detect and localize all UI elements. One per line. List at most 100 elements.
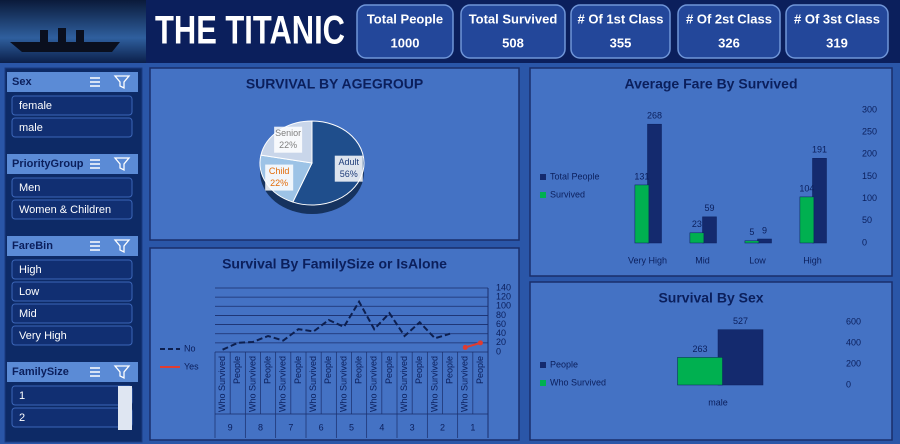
y-tick-label: 250	[862, 127, 877, 137]
kpi-label: Total Survived	[469, 11, 558, 26]
x-tick-label: People	[414, 356, 424, 384]
legend-swatch	[540, 174, 546, 180]
legend-label: No	[184, 343, 196, 353]
clear-filter-icon[interactable]	[113, 365, 131, 380]
kpi-label: # Of 3st Class	[794, 11, 880, 26]
x-tick-label: Who Survived	[338, 356, 348, 412]
bar	[702, 216, 717, 244]
dashboard-title: THE TITANIC	[155, 9, 345, 53]
slicer-item[interactable]	[11, 407, 133, 428]
legend-swatch	[540, 192, 546, 198]
line-point	[462, 344, 468, 350]
x-tick-label: Who Survived	[429, 356, 439, 412]
x-tick-label: People	[444, 356, 454, 384]
bar	[757, 238, 772, 244]
y-tick-label: 0	[846, 379, 851, 389]
y-tick-label: 60	[496, 319, 506, 329]
header-image	[0, 0, 146, 63]
x-tick-label: Who Survived	[460, 356, 470, 412]
legend-label: People	[550, 359, 578, 369]
clear-filter-icon[interactable]	[113, 157, 131, 172]
x-tick-label: Very High	[628, 255, 667, 265]
x-tick-label: Who Survived	[369, 356, 379, 412]
bar	[634, 184, 650, 244]
x-tick-label: People	[293, 356, 303, 384]
slicer-item-label: Women & Children	[19, 204, 111, 216]
ship-silhouette	[10, 28, 120, 52]
x-tick-label: People	[232, 356, 242, 384]
x-tick-label: People	[475, 356, 485, 384]
bar	[799, 196, 815, 244]
pie-slice	[292, 120, 365, 206]
multi-select-icon[interactable]	[90, 367, 100, 377]
slicer-item[interactable]	[11, 325, 133, 346]
slicer-item[interactable]	[11, 177, 133, 198]
group-label: 4	[379, 422, 384, 432]
data-label: 23	[692, 219, 702, 229]
y-tick-label: 100	[862, 193, 877, 203]
slicer-item[interactable]	[11, 199, 133, 220]
kpi-card	[460, 4, 566, 59]
data-label-box	[334, 155, 363, 182]
y-tick-label: 150	[862, 171, 877, 181]
legend-label: Yes	[184, 361, 199, 371]
multi-select-icon[interactable]	[90, 241, 100, 251]
data-label-value: 56%	[340, 169, 358, 179]
clear-filter-icon[interactable]	[113, 239, 131, 254]
group-label: 2	[440, 422, 445, 432]
y-tick-label: 50	[862, 215, 872, 225]
y-tick-label: 80	[496, 310, 506, 320]
data-label: 9	[762, 225, 767, 235]
data-label: 191	[812, 145, 827, 155]
slicer-item-label: High	[19, 264, 42, 276]
y-tick-label: 0	[496, 346, 501, 356]
x-tick-label: People	[353, 356, 363, 384]
slicer-item-label: female	[19, 100, 52, 112]
slicer-item[interactable]	[11, 281, 133, 302]
slicer-item-label: Low	[19, 286, 39, 298]
data-label: 104	[799, 183, 814, 193]
y-tick-label: 40	[496, 328, 506, 338]
kpi-card	[356, 4, 454, 59]
legend-label: Survived	[550, 189, 585, 199]
slicer-item[interactable]	[11, 259, 133, 280]
data-label-value: 22%	[270, 178, 288, 188]
slicer-title: Sex	[12, 76, 32, 88]
bar	[647, 123, 662, 244]
data-label-box	[274, 126, 303, 153]
slicer-title: PriorityGroup	[12, 158, 84, 170]
data-label-value: 22%	[279, 140, 297, 150]
chart-title: SURVIVAL BY AGEGROUP	[246, 76, 423, 92]
scrollbar[interactable]	[118, 386, 132, 430]
slicer-header	[7, 72, 138, 92]
y-tick-label: 200	[846, 358, 861, 368]
x-tick-label: Low	[749, 255, 766, 265]
data-label-box	[265, 164, 294, 191]
slicer-item[interactable]	[11, 385, 133, 406]
slicer-item[interactable]	[11, 303, 133, 324]
slicer-item[interactable]	[11, 117, 133, 138]
slicer-item-label: Very High	[19, 330, 67, 342]
legend-label: Who Survived	[550, 377, 606, 387]
x-tick-label: Who Survived	[247, 356, 257, 412]
kpi-value: 355	[610, 35, 632, 50]
line-point	[477, 340, 483, 346]
y-tick-label: 0	[862, 237, 867, 247]
multi-select-icon[interactable]	[90, 77, 100, 87]
x-tick-label: People	[323, 356, 333, 384]
y-tick-label: 300	[862, 104, 877, 114]
slicer-item[interactable]	[11, 95, 133, 116]
clear-filter-icon[interactable]	[113, 75, 131, 90]
x-tick-label: People	[384, 356, 394, 384]
slicer-header	[7, 154, 138, 174]
bar	[812, 158, 827, 244]
data-label-category: Adult	[339, 157, 360, 167]
y-tick-label: 120	[496, 292, 511, 302]
multi-select-icon[interactable]	[90, 159, 100, 169]
x-tick-label: Who Survived	[217, 356, 227, 412]
kpi-label: Total People	[367, 11, 443, 26]
data-label: 263	[692, 344, 707, 354]
data-label: 5	[749, 227, 754, 237]
